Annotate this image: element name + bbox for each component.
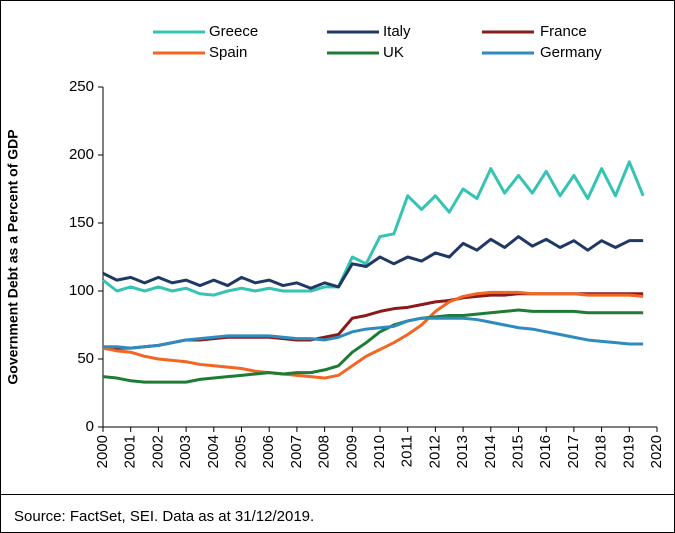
x-tick-label: 2016 — [537, 435, 554, 468]
x-tick-label: 2000 — [94, 435, 111, 468]
x-tick-label: 2007 — [288, 435, 305, 468]
x-tick-label: 2017 — [565, 435, 582, 468]
source-box — [0, 494, 675, 533]
y-tick-label: 50 — [77, 350, 94, 367]
x-tick-label: 2006 — [260, 435, 277, 468]
x-tick-label: 2008 — [316, 435, 333, 468]
y-tick-label: 100 — [69, 282, 94, 299]
series-line — [102, 160, 645, 297]
x-tick-label: 2015 — [509, 435, 526, 468]
x-tick-label: 2018 — [593, 435, 610, 468]
x-tick-label: 2002 — [149, 435, 166, 468]
y-axis-label: Government Debt as a Percent of GDP — [5, 129, 21, 384]
legend-label: France — [540, 23, 587, 40]
x-tick-label: 2004 — [205, 435, 222, 468]
y-tick-label: 150 — [69, 214, 94, 231]
legend-label: Italy — [383, 23, 411, 40]
chart-frame — [0, 0, 675, 495]
series-line — [102, 290, 644, 380]
x-tick-label: 2012 — [426, 435, 443, 468]
series-line — [102, 308, 644, 384]
series-line — [102, 235, 644, 290]
x-tick-label: 2014 — [482, 435, 499, 468]
y-tick-label: 0 — [86, 418, 94, 435]
y-tick-label: 200 — [69, 146, 94, 163]
y-tick-label: 250 — [69, 78, 94, 95]
x-tick-label: 2011 — [399, 435, 416, 467]
x-tick-label: 2013 — [454, 435, 471, 468]
x-tick-label: 2003 — [177, 435, 194, 468]
source: Source: FactSet, SEI. Data as at 31/12/2… — [14, 508, 314, 525]
x-tick-label: 2019 — [620, 435, 637, 468]
x-tick-label: 2020 — [648, 435, 665, 468]
legend-label: Germany — [540, 44, 602, 61]
series-line — [103, 316, 644, 350]
x-tick-label: 2001 — [122, 435, 139, 468]
legend-label: Greece — [209, 23, 258, 40]
x-tick-label: 2009 — [343, 435, 360, 468]
legend-label: Spain — [209, 44, 247, 61]
legend-label: UK — [383, 44, 404, 61]
x-tick-label: 2005 — [232, 435, 249, 468]
x-tick-label: 2010 — [371, 435, 388, 468]
